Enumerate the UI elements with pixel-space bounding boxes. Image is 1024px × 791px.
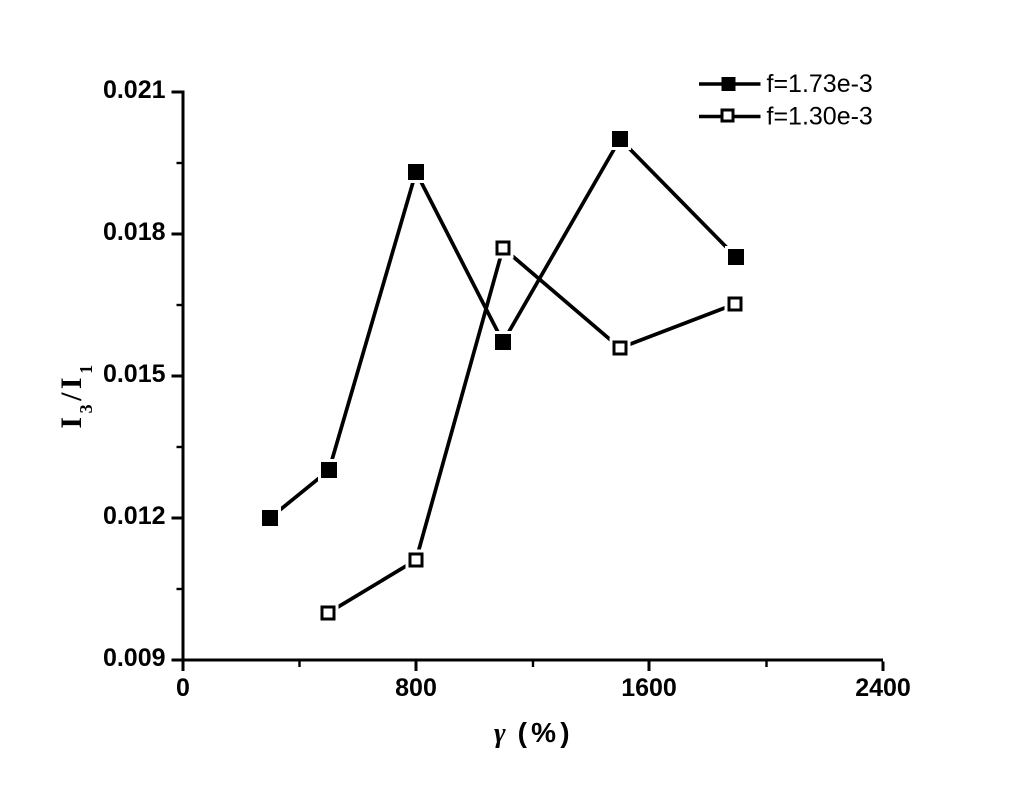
svg-text:γ (%): γ (%): [494, 717, 574, 749]
svg-text:f=1.73e-3: f=1.73e-3: [767, 70, 873, 98]
svg-text:f=1.30e-3: f=1.30e-3: [767, 102, 873, 130]
svg-text:2400: 2400: [855, 674, 911, 702]
svg-text:1600: 1600: [621, 674, 677, 702]
svg-text:0.021: 0.021: [103, 76, 166, 104]
svg-text:0.012: 0.012: [103, 502, 166, 530]
svg-text:0: 0: [176, 674, 190, 702]
svg-text:0.018: 0.018: [103, 218, 166, 246]
svg-text:800: 800: [395, 674, 437, 702]
svg-text:0.015: 0.015: [103, 360, 166, 388]
svg-text:0.009: 0.009: [103, 644, 166, 672]
